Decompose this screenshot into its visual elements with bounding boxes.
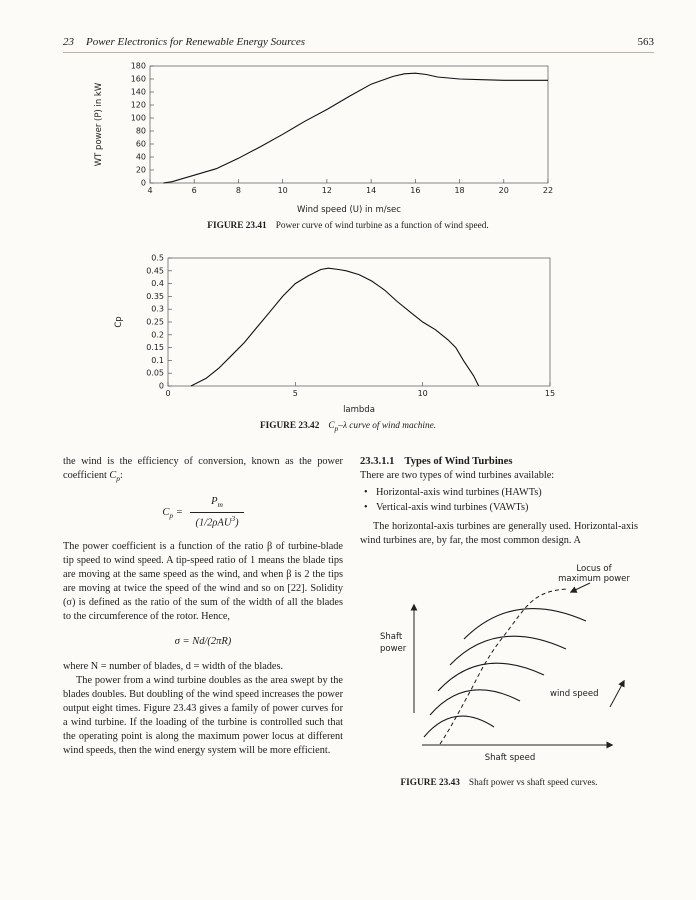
svg-text:100: 100 xyxy=(131,114,146,123)
svg-text:WT power (P) in kW: WT power (P) in kW xyxy=(94,82,104,166)
shaft-power-diagram: Shaft power Shaft speed Locus of maximum… xyxy=(380,564,630,763)
wind-speed-label: wind speed xyxy=(550,689,598,699)
wind-speed-arrow xyxy=(609,680,625,708)
svg-text:60: 60 xyxy=(136,140,146,149)
locus-label-line2: maximum power xyxy=(558,574,630,584)
figure-label: FIGURE 23.43 xyxy=(400,778,460,789)
svg-text:10: 10 xyxy=(418,389,428,398)
paragraph-turbine-types-intro: There are two types of wind turbines ava… xyxy=(360,470,555,482)
figure-caption-text: Shaft power vs shaft speed curves. xyxy=(468,778,598,789)
svg-text:6: 6 xyxy=(192,186,197,195)
running-head: 23 Power Electronics for Renewable Energy… xyxy=(63,36,654,53)
max-power-locus xyxy=(439,588,568,745)
svg-text:120: 120 xyxy=(131,101,146,110)
figure-23-41-caption: FIGURE 23.41 Power curve of wind turbine … xyxy=(0,221,696,231)
figure-23-43: Shaft power Shaft speed Locus of maximum… xyxy=(360,561,638,790)
chapter-title: Power Electronics for Renewable Energy S… xyxy=(86,36,306,48)
svg-text:0.35: 0.35 xyxy=(146,292,164,301)
paragraph-where-clause: where N = number of blades, d = width of… xyxy=(63,660,284,672)
paragraph-conversion-efficiency: the wind is the efficiency of conversion… xyxy=(63,456,343,484)
svg-text:0: 0 xyxy=(159,382,164,391)
svg-text:0: 0 xyxy=(141,179,146,188)
paragraph-power-doubling: The power from a wind turbine doubles as… xyxy=(63,674,343,756)
chapter-number: 23 xyxy=(63,36,74,48)
svg-text:16: 16 xyxy=(410,186,420,195)
locus-label-line1: Locus of xyxy=(576,564,612,574)
svg-text:0.25: 0.25 xyxy=(146,318,164,327)
right-column: 23.3.1.1 Types of Wind Turbines There are… xyxy=(360,455,638,790)
figure-caption-text: Cp–λ curve of wind machine. xyxy=(328,421,437,433)
paragraph-tip-speed-ratio: The power coefficient is a function of t… xyxy=(63,541,343,623)
figure-label: FIGURE 23.42 xyxy=(259,421,320,431)
svg-text:14: 14 xyxy=(366,186,376,195)
svg-text:160: 160 xyxy=(131,75,146,84)
svg-text:Wind speed (U) in m/sec: Wind speed (U) in m/sec xyxy=(297,205,401,214)
svg-text:80: 80 xyxy=(136,127,146,136)
left-column: the wind is the efficiency of conversion… xyxy=(63,455,343,758)
svg-text:0.4: 0.4 xyxy=(151,279,164,288)
svg-text:0.5: 0.5 xyxy=(151,254,164,263)
svg-text:0: 0 xyxy=(165,389,170,398)
formula-solidity: σ = Nd/(2πR) xyxy=(174,636,232,648)
svg-text:140: 140 xyxy=(131,88,146,97)
page-number: 563 xyxy=(637,36,655,48)
svg-text:12: 12 xyxy=(322,186,332,195)
locus-pointer-arrow xyxy=(569,582,591,594)
figure-23-42: 0 5 10 15 0 0.05 0.1 0.15 0.2 0.25 0.3 0.35 0.4 0.45 0… xyxy=(0,254,696,433)
figure-caption-text: Power curve of wind turbine as a functio… xyxy=(275,221,489,231)
figure-23-43-caption: FIGURE 23.43 Shaft power vs shaft speed c… xyxy=(360,777,638,790)
svg-text:180: 180 xyxy=(131,62,146,71)
shaft-power-label-line1: Shaft xyxy=(380,632,403,642)
svg-text:0.05: 0.05 xyxy=(146,369,164,378)
cp-lambda-chart: 0 5 10 15 0 0.05 0.1 0.15 0.2 0.25 0.3 0.35 0.4 0.45 0… xyxy=(114,254,555,414)
svg-text:22: 22 xyxy=(543,186,553,195)
svg-text:0.15: 0.15 xyxy=(146,343,164,352)
svg-text:8: 8 xyxy=(236,186,241,195)
svg-text:20: 20 xyxy=(499,186,509,195)
svg-text:20: 20 xyxy=(136,166,146,175)
chapter-header: 23 Power Electronics for Renewable Energy… xyxy=(63,36,305,48)
list-item: Vertical-axis wind turbines (VAWTs) xyxy=(360,501,638,515)
figure-23-42-caption: FIGURE 23.42 Cp–λ curve of wind machine. xyxy=(0,421,696,433)
svg-text:15: 15 xyxy=(545,389,555,398)
shaft-power-label-line2: power xyxy=(380,644,407,654)
svg-text:lambda: lambda xyxy=(343,405,375,414)
svg-text:0.1: 0.1 xyxy=(151,356,164,365)
power-curve-family xyxy=(423,608,587,738)
figure-label: FIGURE 23.41 xyxy=(207,221,267,231)
svg-text:10: 10 xyxy=(278,186,288,195)
svg-text:0.3: 0.3 xyxy=(151,305,164,314)
formula-power-coefficient: Cp = Pm (1/2ρAU3) xyxy=(63,495,343,530)
turbine-types-list: Horizontal-axis wind turbines (HAWTs) Ve… xyxy=(360,486,638,515)
paragraph-horizontal-axis: The horizontal-axis turbines are general… xyxy=(360,521,638,547)
svg-text:18: 18 xyxy=(454,186,464,195)
svg-text:Cp: Cp xyxy=(114,316,124,327)
svg-text:0.2: 0.2 xyxy=(151,330,164,339)
shaft-speed-label: Shaft speed xyxy=(485,753,536,763)
list-item: Horizontal-axis wind turbines (HAWTs) xyxy=(360,486,638,500)
section-heading: 23.3.1.1 Types of Wind Turbines xyxy=(360,456,513,467)
svg-text:5: 5 xyxy=(293,389,298,398)
svg-text:0.45: 0.45 xyxy=(146,266,164,275)
wind-power-curve-chart: 4 6 8 10 12 14 16 18 20 22 0 20 40 60 80 100 120 140 160 18… xyxy=(94,62,553,214)
figure-23-41: 4 6 8 10 12 14 16 18 20 22 0 20 40 60 80 100 120 140 160 18… xyxy=(0,62,696,231)
svg-text:40: 40 xyxy=(136,153,146,162)
svg-text:4: 4 xyxy=(147,186,152,195)
